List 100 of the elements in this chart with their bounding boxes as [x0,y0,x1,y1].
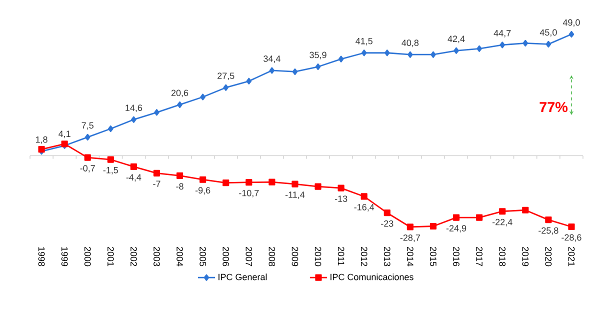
data-label: -10,7 [239,190,259,198]
data-label: -28,7 [400,234,420,242]
x-tick-label: 2017 [476,246,482,266]
x-tick-label: 2020 [545,246,552,266]
point [568,223,575,230]
data-label: 41,5 [356,38,372,46]
point [408,51,413,58]
data-label: -28,6 [562,234,582,242]
point [107,156,114,163]
x-tick-label: 2007 [246,246,252,266]
data-label: 4,1 [58,130,70,138]
x-tick-label: 2000 [84,246,91,266]
x-tick-label: 2016 [453,246,460,266]
point [108,125,114,132]
point [292,68,298,76]
point [546,40,552,48]
data-label: 34,4 [264,56,280,63]
x-tick-label: 2009 [292,246,298,266]
point [222,180,230,186]
x-tick-label: 2011 [338,246,344,266]
data-label: 42,4 [448,36,465,44]
point [360,193,368,200]
point [131,116,136,123]
point [384,210,390,216]
point [176,172,184,179]
data-label: -7 [153,180,160,187]
point [84,154,91,161]
x-tick-label: 2014 [406,246,414,266]
data-label: -24,9 [446,225,466,233]
point [476,45,482,52]
point [545,216,552,224]
data-label: 44,7 [494,30,511,38]
point [200,176,206,183]
point [268,178,276,186]
data-label: 40,8 [402,40,419,48]
point [500,42,505,48]
x-tick-label: 2004 [176,246,183,266]
point [315,63,321,70]
x-tick-label: 2003 [154,246,160,266]
point [338,56,344,62]
point [154,109,160,116]
data-label: -1,5 [103,167,118,174]
point [200,94,206,100]
data-label: 45,0 [540,29,557,37]
data-label: -25,8 [538,227,558,235]
data-label: 35,9 [310,52,326,60]
point [223,84,229,91]
point [361,50,367,56]
point [568,30,574,38]
x-tick-label: 2005 [200,246,206,266]
data-label: -13 [334,196,348,202]
x-tick-label: 2019 [522,246,529,266]
data-label: 49,0 [562,19,580,27]
point [177,101,182,108]
data-label: 1,8 [36,136,48,144]
annotation: 77% [540,102,568,112]
legend-label: IPC Comunicaciones [330,274,414,280]
point [430,222,437,230]
point [384,50,390,56]
point [452,214,460,221]
data-label: -4,4 [126,174,142,182]
point [522,206,529,214]
data-label: -11,4 [285,192,305,199]
point [499,208,506,215]
x-tick-label: 2018 [499,246,506,266]
point [406,224,414,230]
point [522,40,528,46]
data-label: -16,4 [354,204,374,212]
point [246,78,252,84]
x-tick-label: 2008 [268,246,276,266]
x-tick-label: 2015 [430,246,436,266]
data-label: -9,6 [195,187,210,195]
point [153,170,160,176]
x-tick-label: 1999 [61,247,68,266]
point [246,179,252,186]
point [269,67,275,74]
point [84,134,90,141]
data-label: 7,5 [82,122,94,130]
x-tick-label: 2021 [568,246,575,266]
point [430,51,436,58]
x-tick-label: 2001 [107,246,114,266]
x-tick-label: 2013 [384,246,390,266]
point [338,184,344,192]
data-label: 14,6 [126,104,142,112]
data-label: 20,6 [171,90,188,98]
x-tick-label: 2006 [222,246,230,266]
x-tick-label: 1998 [38,247,45,266]
data-label: 27,5 [218,72,234,80]
data-label: -22,4 [492,218,512,226]
point [130,163,137,170]
legend-label: IPC General [218,274,267,280]
data-label: -8 [176,183,184,190]
x-tick-label: 2002 [130,246,137,266]
point [476,214,483,221]
x-tick-label: 2010 [314,246,322,266]
x-tick-label: 2012 [360,246,368,266]
point [454,47,459,54]
data-label: -0,7 [80,165,95,172]
data-label: -23 [381,220,394,227]
point [314,183,322,190]
